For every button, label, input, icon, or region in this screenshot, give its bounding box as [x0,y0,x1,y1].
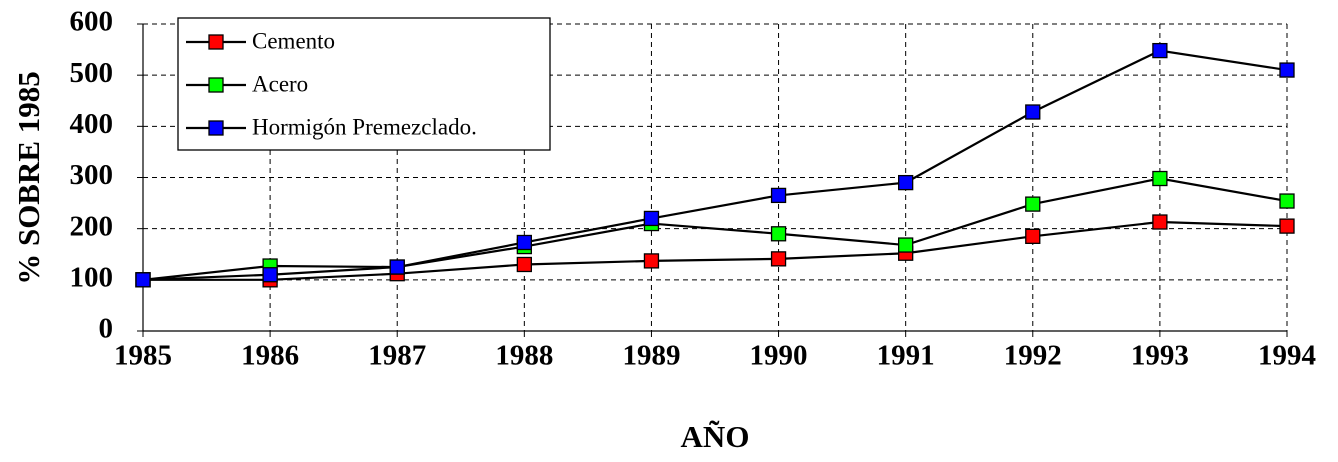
marker [1279,62,1295,78]
marker [1152,42,1168,59]
marker [898,237,914,253]
marker [1025,228,1041,244]
legend-label: Hormigón Premezclado. [252,114,477,139]
marker [389,259,405,275]
x-tick-label: 1991 [877,340,935,372]
x-tick-label: 1989 [622,340,680,372]
y-tick-label: 300 [70,159,114,191]
x-tick-label: 1994 [1258,340,1316,372]
marker [262,267,278,283]
legend-marker [208,120,224,136]
marker [516,256,532,273]
x-tick-label: 1992 [1004,340,1062,372]
marker [770,251,787,267]
marker [1279,193,1295,209]
x-tick-label: 1986 [241,340,299,372]
marker [770,187,787,204]
x-tick-label: 1993 [1131,340,1189,372]
x-tick-label: 1985 [114,340,172,372]
legend-label: Cemento [252,28,335,53]
series-line [142,177,1288,281]
marker [1152,214,1168,230]
x-tick-label: 1990 [750,340,808,372]
series-line [143,220,1288,281]
marker [1025,104,1041,120]
marker [516,234,532,251]
y-tick-label: 100 [70,261,114,293]
marker [898,174,914,191]
marker [643,253,660,269]
y-tick-label: 400 [70,108,114,140]
y-tick-label: 600 [70,6,114,38]
y-tick-label: 0 [99,313,114,345]
marker [643,210,660,227]
y-tick-label: 200 [70,210,114,242]
marker [1152,170,1168,187]
y-tick-label: 500 [70,57,114,89]
x-tick-label: 1987 [368,340,426,372]
x-axis-title: AÑO [681,419,750,454]
marker [135,272,151,288]
legend-marker [208,34,224,50]
marker [1025,196,1041,212]
x-tick-label: 1988 [495,340,553,372]
series-line [142,49,1288,281]
legend-marker [208,77,224,93]
legend-label: Acero [252,71,308,96]
marker [770,226,787,242]
y-axis-title: % SOBRE 1985 [11,71,46,285]
marker [1279,218,1295,234]
